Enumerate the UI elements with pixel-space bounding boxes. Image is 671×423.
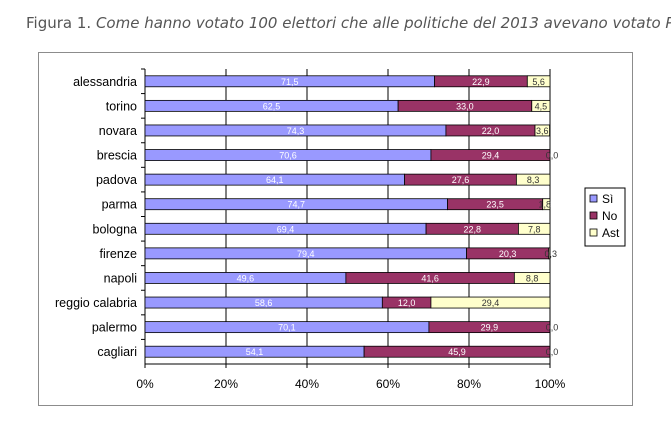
x-tick-label: 60% bbox=[376, 377, 400, 391]
figure-caption: Figura 1. Come hanno votato 100 elettori… bbox=[26, 14, 671, 32]
data-label: 1,8 bbox=[538, 200, 551, 210]
data-label: 62,5 bbox=[263, 101, 281, 111]
data-label: 69,4 bbox=[277, 224, 295, 234]
data-label: 29,4 bbox=[482, 298, 500, 308]
data-label: 5,6 bbox=[532, 77, 545, 87]
legend-label: Ast bbox=[602, 226, 620, 240]
data-label: 29,4 bbox=[482, 151, 500, 161]
category-label: cagliari bbox=[97, 345, 137, 359]
data-label: 0,0 bbox=[546, 151, 559, 161]
data-label: 74,3 bbox=[287, 126, 305, 136]
data-label: 71,5 bbox=[281, 77, 299, 87]
x-tick-label: 0% bbox=[136, 377, 154, 391]
data-label: 54,1 bbox=[246, 347, 264, 357]
data-label: 49,6 bbox=[237, 273, 255, 283]
legend-swatch bbox=[589, 194, 598, 203]
data-label: 0,3 bbox=[545, 249, 558, 259]
bar-segment-ast bbox=[548, 247, 551, 260]
data-label: 0,0 bbox=[546, 323, 559, 333]
data-label: 70,6 bbox=[279, 151, 297, 161]
category-label: reggio calabria bbox=[55, 296, 137, 310]
category-label: firenze bbox=[99, 247, 137, 261]
data-label: 74,7 bbox=[288, 200, 306, 210]
category-label: brescia bbox=[97, 149, 137, 163]
data-label: 33,0 bbox=[456, 101, 474, 111]
category-label: palermo bbox=[92, 321, 137, 335]
data-label: 7,8 bbox=[528, 224, 541, 234]
data-label: 64,1 bbox=[266, 175, 284, 185]
data-label: 45,9 bbox=[448, 347, 466, 357]
data-label: 29,9 bbox=[481, 323, 499, 333]
x-tick-label: 100% bbox=[535, 377, 566, 391]
bar-segment-ast bbox=[534, 124, 550, 137]
data-label: 22,9 bbox=[472, 77, 490, 87]
data-label: 8,3 bbox=[527, 175, 540, 185]
legend-label: Sì bbox=[602, 192, 613, 206]
bar-segment-ast bbox=[518, 222, 551, 235]
bar-segment-ast bbox=[513, 272, 551, 284]
data-label: 79,4 bbox=[297, 249, 315, 259]
bar-segment-ast bbox=[531, 99, 551, 112]
category-label: padova bbox=[96, 173, 137, 187]
data-label: 3,6 bbox=[536, 126, 549, 136]
data-label: 22,0 bbox=[482, 126, 500, 136]
data-label: 22,8 bbox=[463, 224, 481, 234]
legend-swatch bbox=[589, 211, 598, 220]
bar-segment-ast bbox=[526, 75, 551, 88]
category-label: alessandria bbox=[73, 75, 137, 89]
category-label: parma bbox=[102, 198, 137, 212]
legend-label: No bbox=[602, 209, 618, 223]
legend-swatch bbox=[589, 228, 598, 237]
bar-segment-ast bbox=[430, 296, 551, 309]
data-label: 23,5 bbox=[486, 200, 504, 210]
data-label: 58,6 bbox=[255, 298, 273, 308]
bar-segment-ast bbox=[515, 173, 551, 186]
data-label: 12,0 bbox=[398, 298, 416, 308]
data-label: 20,3 bbox=[499, 249, 517, 259]
bar-segment-ast bbox=[542, 198, 551, 211]
data-label: 41,6 bbox=[421, 273, 439, 283]
x-tick-label: 80% bbox=[457, 377, 481, 391]
category-label: napoli bbox=[104, 271, 137, 285]
x-tick-label: 20% bbox=[214, 377, 238, 391]
category-label: novara bbox=[99, 124, 137, 138]
data-label: 4,5 bbox=[535, 101, 548, 111]
category-label: torino bbox=[106, 99, 137, 113]
data-label: 0,0 bbox=[546, 347, 559, 357]
x-tick-label: 40% bbox=[295, 377, 319, 391]
category-label: bologna bbox=[93, 222, 138, 236]
data-label: 70,1 bbox=[278, 323, 296, 333]
data-label: 8,8 bbox=[526, 273, 539, 283]
caption-title: Come hanno votato 100 elettori che alle … bbox=[95, 14, 671, 32]
data-label: 27,6 bbox=[452, 175, 470, 185]
caption-prefix: Figura 1. bbox=[26, 14, 92, 32]
